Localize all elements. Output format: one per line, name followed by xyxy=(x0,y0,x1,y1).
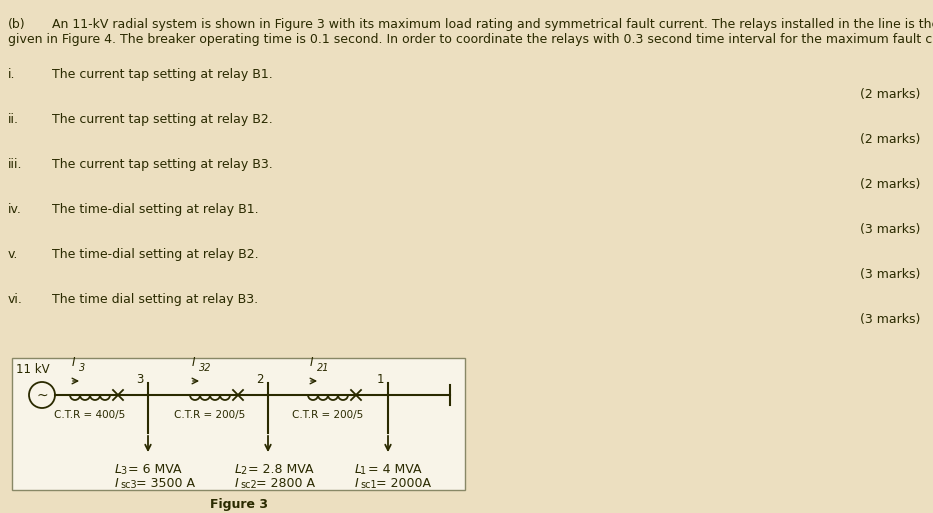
Text: C.T.R = 200/5: C.T.R = 200/5 xyxy=(174,410,245,420)
Text: 1: 1 xyxy=(360,466,366,476)
Text: v.: v. xyxy=(8,248,19,261)
Text: = 4 MVA: = 4 MVA xyxy=(364,463,422,476)
Text: I: I xyxy=(72,356,76,369)
Text: 2: 2 xyxy=(257,373,264,386)
Text: iii.: iii. xyxy=(8,158,22,171)
Text: sc1: sc1 xyxy=(360,480,377,490)
Text: 21: 21 xyxy=(317,363,329,373)
Text: sc2: sc2 xyxy=(240,480,257,490)
Text: The current tap setting at relay B1.: The current tap setting at relay B1. xyxy=(52,68,272,81)
Text: The time dial setting at relay B3.: The time dial setting at relay B3. xyxy=(52,293,258,306)
Text: = 2.8 MVA: = 2.8 MVA xyxy=(244,463,313,476)
Text: (2 marks): (2 marks) xyxy=(859,88,920,101)
Text: I: I xyxy=(115,477,118,490)
Text: 3: 3 xyxy=(136,373,144,386)
Text: 11 kV: 11 kV xyxy=(16,363,49,376)
Text: (3 marks): (3 marks) xyxy=(859,313,920,326)
Text: (2 marks): (2 marks) xyxy=(859,133,920,146)
Text: I: I xyxy=(310,356,313,369)
Text: L: L xyxy=(115,463,122,476)
Text: The current tap setting at relay B3.: The current tap setting at relay B3. xyxy=(52,158,272,171)
Text: = 2000A: = 2000A xyxy=(371,477,430,490)
Text: Figure 3: Figure 3 xyxy=(210,498,268,511)
Text: ~: ~ xyxy=(36,389,48,403)
Text: given in Figure 4. The breaker operating time is 0.1 second. In order to coordin: given in Figure 4. The breaker operating… xyxy=(8,33,933,46)
Text: 2: 2 xyxy=(240,466,246,476)
Text: vi.: vi. xyxy=(8,293,23,306)
Text: (b): (b) xyxy=(8,18,25,31)
Text: i.: i. xyxy=(8,68,16,81)
Text: 1: 1 xyxy=(376,373,383,386)
Text: = 6 MVA: = 6 MVA xyxy=(124,463,181,476)
Text: sc3: sc3 xyxy=(120,480,136,490)
Text: = 3500 A: = 3500 A xyxy=(132,477,194,490)
Text: I: I xyxy=(355,477,359,490)
Text: The time-dial setting at relay B2.: The time-dial setting at relay B2. xyxy=(52,248,258,261)
Text: (2 marks): (2 marks) xyxy=(859,178,920,191)
Text: 32: 32 xyxy=(199,363,212,373)
Text: The current tap setting at relay B2.: The current tap setting at relay B2. xyxy=(52,113,272,126)
Text: ii.: ii. xyxy=(8,113,19,126)
Text: I: I xyxy=(235,477,239,490)
Text: 3: 3 xyxy=(120,466,126,476)
Text: (3 marks): (3 marks) xyxy=(859,223,920,236)
Text: L: L xyxy=(355,463,362,476)
Bar xyxy=(12,358,465,490)
Text: I: I xyxy=(192,356,196,369)
Text: An 11-kV radial system is shown in Figure 3 with its maximum load rating and sym: An 11-kV radial system is shown in Figur… xyxy=(52,18,933,31)
Text: = 2800 A: = 2800 A xyxy=(252,477,314,490)
Text: The time-dial setting at relay B1.: The time-dial setting at relay B1. xyxy=(52,203,258,216)
Text: C.T.R = 400/5: C.T.R = 400/5 xyxy=(54,410,126,420)
Text: L: L xyxy=(235,463,242,476)
Text: C.T.R = 200/5: C.T.R = 200/5 xyxy=(292,410,364,420)
Text: (3 marks): (3 marks) xyxy=(859,268,920,281)
Text: 3: 3 xyxy=(79,363,85,373)
Text: iv.: iv. xyxy=(8,203,21,216)
